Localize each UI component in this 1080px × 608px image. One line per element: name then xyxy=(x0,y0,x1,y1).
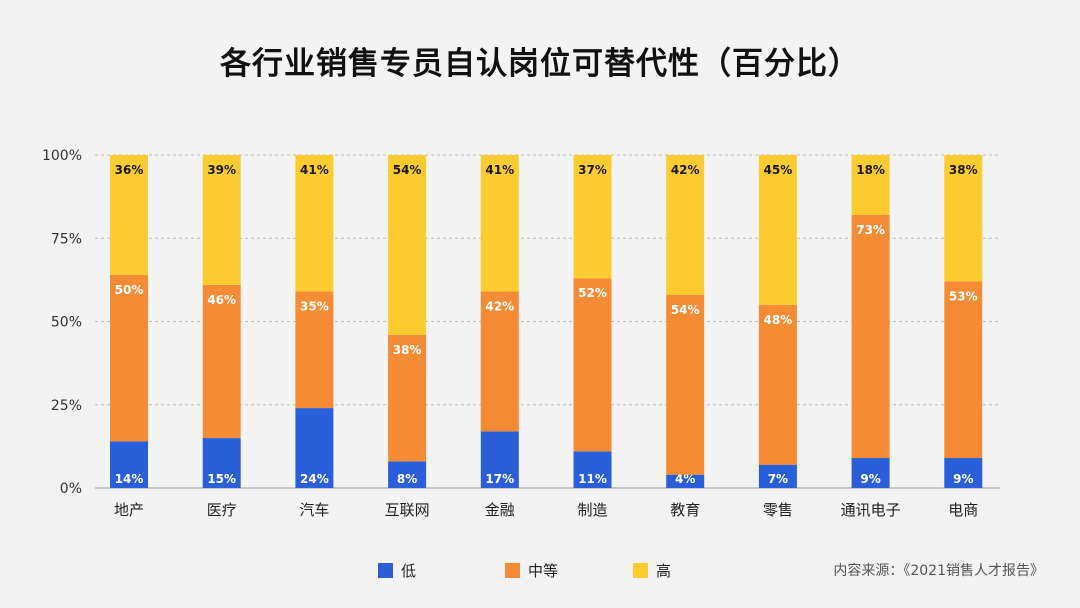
data-label: 14% xyxy=(115,472,144,486)
chart-title: 各行业销售专员自认岗位可替代性（百分比） xyxy=(220,46,860,82)
y-tick-label: 75% xyxy=(51,231,82,247)
data-label: 41% xyxy=(300,163,329,177)
y-tick-label: 25% xyxy=(51,398,82,414)
data-label: 42% xyxy=(485,300,514,314)
x-tick-label: 教育 xyxy=(670,501,700,519)
data-label: 39% xyxy=(207,163,236,177)
bar-segment xyxy=(944,155,983,282)
data-label: 38% xyxy=(949,163,978,177)
bar-segment xyxy=(388,155,427,335)
source-note: 内容来源：《2021销售人才报告》 xyxy=(833,563,1044,579)
data-label: 46% xyxy=(207,293,236,307)
data-label: 45% xyxy=(764,163,793,177)
bar-segment xyxy=(666,474,705,488)
bar-segment xyxy=(295,408,334,488)
data-label: 41% xyxy=(485,163,514,177)
bar-segment xyxy=(202,284,241,439)
x-tick-label: 电商 xyxy=(948,501,978,519)
bar-segment xyxy=(851,155,890,215)
bar-segment xyxy=(388,334,427,462)
data-label: 9% xyxy=(860,472,880,486)
x-tick-label: 汽车 xyxy=(299,501,329,519)
bar-segment xyxy=(110,441,148,488)
bar-segment xyxy=(666,155,705,295)
data-label: 53% xyxy=(949,290,978,304)
bar-segment xyxy=(202,155,241,285)
bar-segment xyxy=(666,294,705,475)
data-label: 35% xyxy=(300,300,329,314)
bar-segment xyxy=(202,438,241,488)
legend-item-high: 高 xyxy=(633,560,671,581)
data-label: 38% xyxy=(393,343,422,357)
data-label: 37% xyxy=(578,163,607,177)
legend-swatch-high xyxy=(633,563,648,578)
data-label: 8% xyxy=(397,472,417,486)
data-label: 36% xyxy=(115,163,144,177)
x-tick-label: 零售 xyxy=(763,501,793,519)
data-label: 50% xyxy=(115,283,144,297)
x-tick-label: 金融 xyxy=(485,501,515,519)
bar-segment xyxy=(851,214,890,459)
legend-item-low: 低 xyxy=(378,560,416,581)
data-label: 11% xyxy=(578,472,607,486)
bar-segment xyxy=(110,155,148,275)
x-tick-label: 互联网 xyxy=(385,501,430,519)
bar-segment xyxy=(758,304,797,465)
bar-segment xyxy=(758,155,797,305)
bar-segment xyxy=(110,274,148,442)
bar-segment xyxy=(295,155,334,292)
legend-label-high: 高 xyxy=(656,562,672,580)
bar-segment xyxy=(480,291,519,432)
data-label: 52% xyxy=(578,286,607,300)
legend-item-medium: 中等 xyxy=(505,560,558,581)
data-label: 48% xyxy=(764,313,793,327)
y-tick-label: 50% xyxy=(51,315,82,331)
legend-label-medium: 中等 xyxy=(528,562,559,580)
data-label: 42% xyxy=(671,163,700,177)
data-label: 17% xyxy=(485,472,514,486)
bar-segment xyxy=(388,461,427,488)
x-tick-label: 通讯电子 xyxy=(841,501,901,519)
x-tick-label: 制造 xyxy=(577,501,607,519)
legend-swatch-low xyxy=(378,563,393,578)
bar-segment xyxy=(573,278,612,452)
data-label: 7% xyxy=(768,472,788,486)
data-label: 24% xyxy=(300,472,329,486)
y-tick-label: 100% xyxy=(42,148,82,164)
data-label: 54% xyxy=(393,163,422,177)
data-label: 9% xyxy=(953,472,973,486)
bar-segment xyxy=(480,431,519,488)
legend-label-low: 低 xyxy=(401,562,417,580)
y-tick-label: 0% xyxy=(60,481,82,497)
bar-segment xyxy=(944,281,983,459)
bar-segment xyxy=(573,155,612,279)
legend-swatch-medium xyxy=(505,563,520,578)
x-tick-label: 医疗 xyxy=(207,501,237,519)
legend: 低 中等 高 xyxy=(0,560,1080,584)
bar-segment xyxy=(295,291,334,409)
data-label: 54% xyxy=(671,303,700,317)
bar-segment xyxy=(480,155,519,292)
x-tick-label: 地产 xyxy=(114,501,144,519)
data-label: 73% xyxy=(856,223,885,237)
data-label: 4% xyxy=(675,472,695,486)
bar-segment xyxy=(944,458,983,488)
data-label: 18% xyxy=(856,163,885,177)
bar-segment xyxy=(851,458,890,488)
bar-segment xyxy=(758,464,797,488)
data-label: 15% xyxy=(207,472,236,486)
bar-segment xyxy=(573,451,612,488)
